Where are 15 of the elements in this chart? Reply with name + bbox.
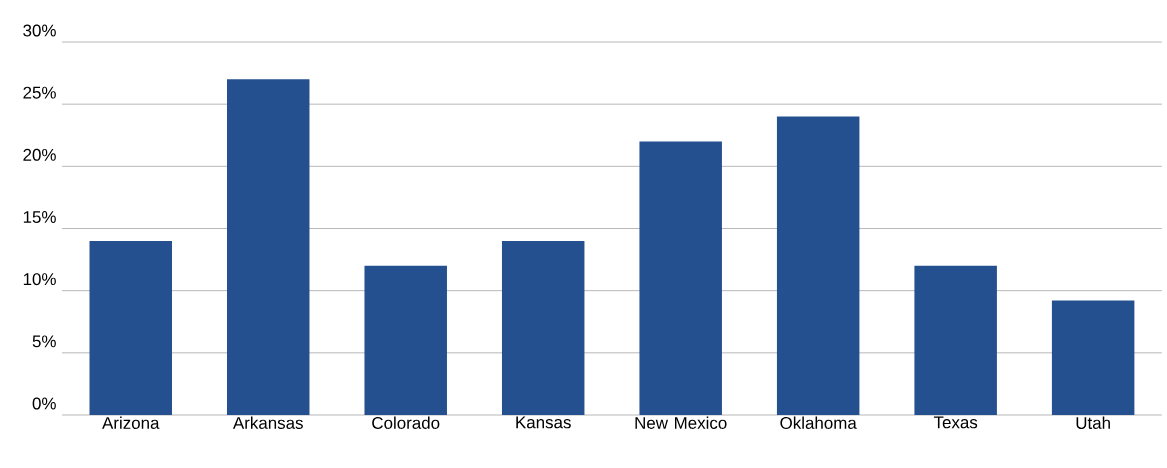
- x-tick-label: Arizona: [102, 416, 160, 429]
- y-tick-label: 5%: [32, 335, 56, 348]
- y-tick-label: 10%: [23, 273, 56, 286]
- x-tick-label: New Mexico: [635, 416, 727, 429]
- y-tick-label: 20%: [23, 148, 56, 161]
- y-tick-label: 30%: [23, 24, 56, 37]
- x-tick-label: Kansas: [516, 416, 571, 429]
- x-tick-label: Utah: [1076, 416, 1110, 429]
- y-tick-label: 25%: [23, 86, 56, 99]
- y-tick-label: 15%: [23, 211, 56, 223]
- x-tick-label: Arkansas: [232, 416, 303, 429]
- x-tick-label: Oklahoma: [780, 416, 857, 429]
- x-tick-label: Colorado: [372, 416, 440, 429]
- x-tick-label: Texas: [933, 416, 978, 429]
- y-tick-label: 0%: [32, 397, 56, 410]
